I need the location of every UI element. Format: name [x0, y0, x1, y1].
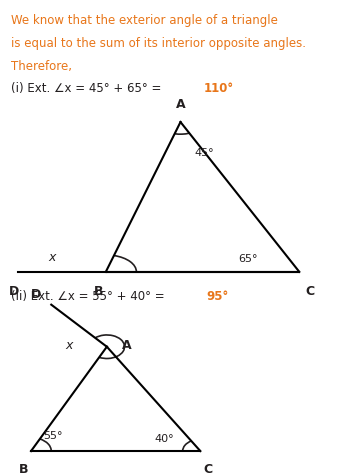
Text: is equal to the sum of its interior opposite angles.: is equal to the sum of its interior oppo…	[11, 37, 306, 50]
Text: 40°: 40°	[155, 434, 174, 444]
Text: D: D	[31, 288, 41, 301]
Text: B: B	[94, 285, 104, 298]
Text: A: A	[122, 338, 132, 352]
Text: 110°: 110°	[204, 82, 234, 95]
Text: C: C	[305, 285, 314, 298]
Text: 55°: 55°	[44, 431, 63, 441]
Text: (ii) Ext. ∠x = 55° + 40° =: (ii) Ext. ∠x = 55° + 40° =	[11, 290, 168, 303]
Text: Therefore,: Therefore,	[11, 60, 72, 73]
Text: 95°: 95°	[207, 290, 229, 303]
Text: A: A	[176, 98, 185, 111]
Text: x: x	[65, 338, 73, 352]
Text: We know that the exterior angle of a triangle: We know that the exterior angle of a tri…	[11, 14, 278, 27]
Text: D: D	[9, 285, 19, 298]
Text: B: B	[19, 463, 28, 474]
Text: (i) Ext. ∠x = 45° + 65° =: (i) Ext. ∠x = 45° + 65° =	[11, 82, 165, 95]
Text: x: x	[48, 251, 55, 264]
Text: 65°: 65°	[238, 255, 258, 264]
Text: 45°: 45°	[194, 148, 214, 158]
Text: C: C	[203, 463, 213, 474]
